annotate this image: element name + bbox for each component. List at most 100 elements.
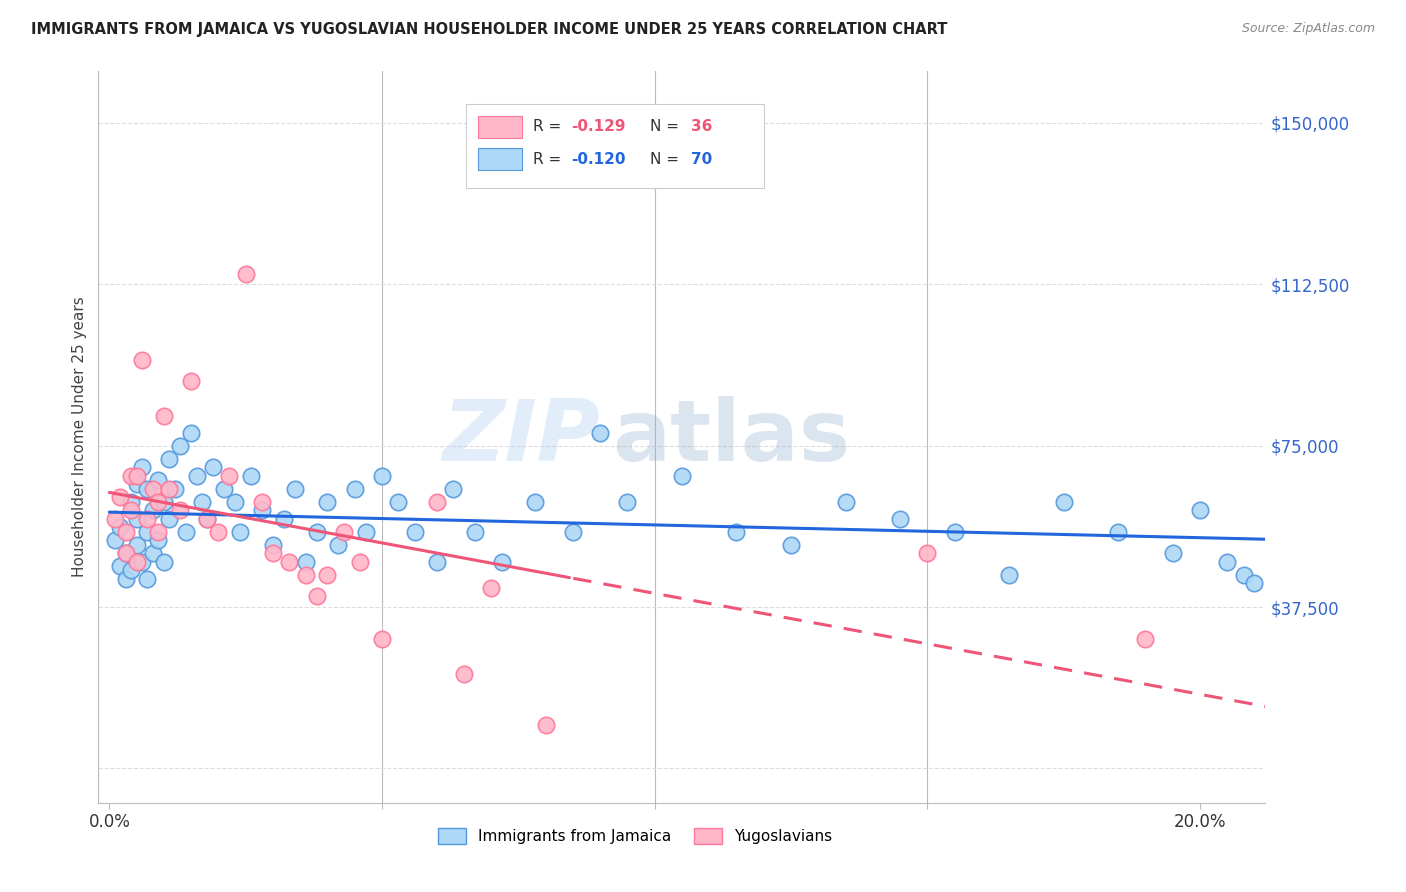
Point bbox=[250, 494, 273, 508]
Point bbox=[917, 546, 939, 560]
Point bbox=[250, 503, 273, 517]
Point bbox=[148, 524, 170, 539]
Point bbox=[262, 546, 284, 560]
Point bbox=[453, 666, 475, 681]
Point bbox=[425, 494, 447, 508]
Point bbox=[110, 491, 132, 505]
Point bbox=[120, 468, 142, 483]
FancyBboxPatch shape bbox=[478, 148, 522, 170]
Point bbox=[1232, 567, 1254, 582]
Point bbox=[240, 468, 263, 483]
Point bbox=[305, 589, 328, 603]
Point bbox=[349, 555, 371, 569]
Point bbox=[114, 546, 136, 560]
Point bbox=[125, 512, 148, 526]
Point bbox=[294, 567, 316, 582]
FancyBboxPatch shape bbox=[465, 104, 763, 188]
Point bbox=[142, 482, 165, 496]
Text: -0.120: -0.120 bbox=[571, 152, 626, 167]
Point bbox=[273, 512, 295, 526]
Point bbox=[616, 494, 638, 508]
Point bbox=[305, 524, 328, 539]
Point bbox=[725, 524, 748, 539]
Point bbox=[114, 572, 136, 586]
Text: N =: N = bbox=[651, 152, 685, 167]
Text: Source: ZipAtlas.com: Source: ZipAtlas.com bbox=[1241, 22, 1375, 36]
Point bbox=[343, 482, 366, 496]
Point bbox=[1107, 524, 1129, 539]
Point bbox=[110, 559, 132, 574]
Text: 36: 36 bbox=[692, 120, 713, 135]
Point bbox=[120, 564, 142, 578]
Point bbox=[218, 468, 240, 483]
Legend: Immigrants from Jamaica, Yugoslavians: Immigrants from Jamaica, Yugoslavians bbox=[432, 822, 838, 850]
Point bbox=[174, 524, 197, 539]
Point bbox=[479, 581, 502, 595]
Point bbox=[142, 546, 165, 560]
Point bbox=[104, 512, 127, 526]
Point bbox=[180, 425, 202, 440]
Point bbox=[120, 494, 142, 508]
Point bbox=[201, 460, 224, 475]
Point bbox=[1161, 546, 1184, 560]
Point bbox=[387, 494, 409, 508]
Point bbox=[1243, 576, 1265, 591]
Point bbox=[136, 512, 159, 526]
Point bbox=[441, 482, 464, 496]
Point bbox=[148, 533, 170, 548]
Point bbox=[131, 352, 153, 367]
Point bbox=[780, 538, 803, 552]
Text: atlas: atlas bbox=[612, 395, 851, 479]
Y-axis label: Householder Income Under 25 years: Householder Income Under 25 years bbox=[72, 297, 87, 577]
Point bbox=[125, 555, 148, 569]
Point bbox=[354, 524, 377, 539]
Point bbox=[1216, 555, 1239, 569]
Point bbox=[235, 267, 257, 281]
Point bbox=[207, 524, 229, 539]
Point bbox=[157, 512, 180, 526]
Point bbox=[1135, 632, 1157, 647]
Point bbox=[943, 524, 966, 539]
Point bbox=[197, 512, 219, 526]
Point bbox=[125, 477, 148, 491]
Point bbox=[163, 482, 186, 496]
Point bbox=[110, 520, 132, 534]
Text: IMMIGRANTS FROM JAMAICA VS YUGOSLAVIAN HOUSEHOLDER INCOME UNDER 25 YEARS CORRELA: IMMIGRANTS FROM JAMAICA VS YUGOSLAVIAN H… bbox=[31, 22, 948, 37]
Point bbox=[169, 439, 191, 453]
Point bbox=[114, 546, 136, 560]
Point bbox=[191, 494, 214, 508]
Point bbox=[136, 572, 159, 586]
Point bbox=[998, 567, 1021, 582]
Text: -0.129: -0.129 bbox=[571, 120, 626, 135]
Point bbox=[523, 494, 546, 508]
Point bbox=[148, 494, 170, 508]
Point bbox=[371, 632, 394, 647]
Point bbox=[131, 555, 153, 569]
Point bbox=[120, 503, 142, 517]
Point bbox=[328, 538, 350, 552]
Point bbox=[404, 524, 426, 539]
Point bbox=[671, 468, 693, 483]
Text: ZIP: ZIP bbox=[443, 395, 600, 479]
FancyBboxPatch shape bbox=[478, 116, 522, 138]
Point bbox=[425, 555, 447, 569]
Text: R =: R = bbox=[533, 152, 565, 167]
Point bbox=[114, 524, 136, 539]
Point bbox=[316, 494, 339, 508]
Point bbox=[229, 524, 252, 539]
Point bbox=[834, 494, 856, 508]
Point bbox=[125, 538, 148, 552]
Point bbox=[186, 468, 208, 483]
Point bbox=[534, 718, 557, 732]
Point bbox=[153, 409, 176, 423]
Point bbox=[104, 533, 127, 548]
Point bbox=[157, 482, 180, 496]
Point bbox=[212, 482, 235, 496]
Point bbox=[371, 468, 394, 483]
Point bbox=[197, 512, 219, 526]
Point bbox=[262, 538, 284, 552]
Point bbox=[561, 524, 583, 539]
Point bbox=[316, 567, 339, 582]
Point bbox=[464, 524, 486, 539]
Point bbox=[491, 555, 513, 569]
